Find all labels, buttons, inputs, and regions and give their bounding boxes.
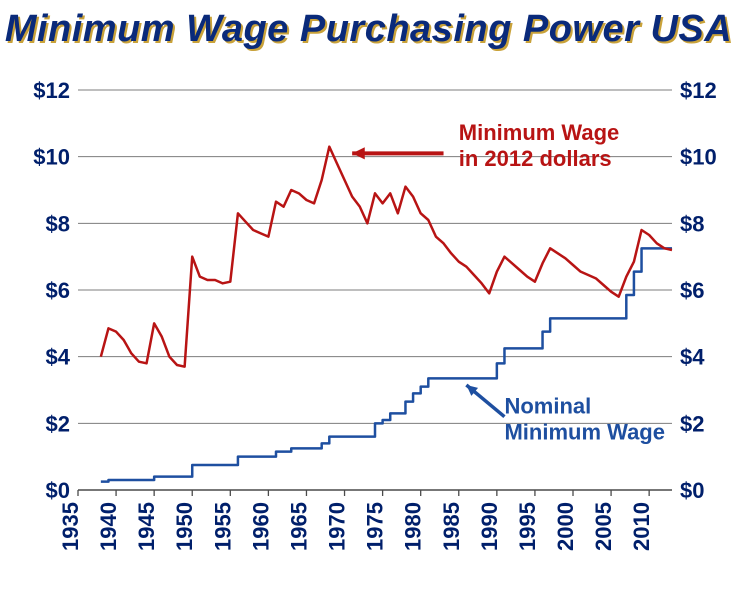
y-tick-label-left: $0 (46, 478, 70, 503)
label-real-1: Minimum Wage (459, 120, 620, 145)
y-tick-label-right: $4 (680, 345, 705, 370)
y-tick-label-right: $0 (680, 478, 704, 503)
x-tick-label: 2005 (591, 502, 616, 551)
label-real-2: in 2012 dollars (459, 146, 612, 171)
y-tick-label-left: $6 (46, 278, 70, 303)
y-tick-label-right: $6 (680, 278, 704, 303)
arrowhead-real (352, 147, 365, 159)
x-tick-label: 1960 (248, 502, 273, 551)
x-tick-label: 1970 (325, 502, 350, 551)
y-tick-label-left: $2 (46, 411, 70, 436)
x-tick-label: 1995 (515, 502, 540, 551)
chart-svg: $0 $0 $2 $2 $4 $4 $6 $6 $8 $8 $10 $10 $12 $12 1935 1940… (0, 0, 737, 599)
label-nominal-2: Minimum Wage (504, 419, 665, 444)
x-tick-label: 1980 (401, 502, 426, 551)
chart-title: Minimum Wage Purchasing Power USA (0, 8, 737, 51)
x-tick-label: 1945 (134, 502, 159, 551)
y-tick-label-left: $10 (33, 145, 70, 170)
x-tick-label: 1990 (477, 502, 502, 551)
y-tick-label-right: $12 (680, 78, 717, 103)
chart-container: Minimum Wage Purchasing Power USA $0 $0 $2… (0, 0, 737, 599)
y-tick-label-left: $8 (46, 211, 70, 236)
x-tick-label: 1935 (58, 502, 83, 551)
y-tick-label-right: $8 (680, 211, 704, 236)
x-tick-label: 2000 (553, 502, 578, 551)
y-tick-label-left: $4 (46, 345, 71, 370)
x-tick-label: 1955 (210, 502, 235, 551)
y-tick-label-right: $2 (680, 411, 704, 436)
label-nominal-1: Nominal (504, 393, 591, 418)
x-tick-label: 1985 (439, 502, 464, 551)
x-tick-label: 2010 (629, 502, 654, 551)
series-nominal (101, 248, 672, 481)
x-tick-label: 1975 (363, 502, 388, 551)
y-tick-label-left: $12 (33, 78, 70, 103)
series-real2012 (101, 147, 672, 367)
y-tick-label-right: $10 (680, 145, 717, 170)
chart-title-text: Minimum Wage Purchasing Power USA (5, 8, 732, 50)
x-tick-label: 1950 (172, 502, 197, 551)
x-tick-label: 1940 (96, 502, 121, 551)
x-tick-label: 1965 (286, 502, 311, 551)
